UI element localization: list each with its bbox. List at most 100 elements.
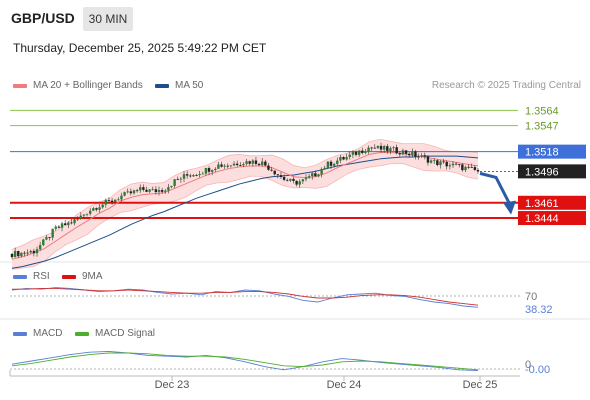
x-tick-label-dec25: Dec 25 [463, 379, 498, 391]
candle-body [70, 222, 73, 224]
candle-body [120, 195, 123, 200]
candle-body [95, 208, 98, 210]
candle-body [461, 164, 464, 171]
candle-body [217, 164, 220, 169]
candle-body [464, 166, 467, 171]
candle-body [35, 249, 39, 254]
candle-body [110, 200, 114, 202]
candle-body [248, 161, 251, 164]
candle-body [104, 200, 108, 205]
candle-body [401, 150, 405, 155]
candle-body [470, 166, 473, 168]
candle-body [139, 187, 142, 191]
candle-body [167, 187, 170, 191]
credit-text: Research © 2025 Trading Central [431, 80, 581, 91]
candle-body [60, 223, 64, 228]
candle-body [204, 168, 208, 174]
candle-body [226, 165, 229, 167]
macd-legend-swatch [13, 332, 27, 336]
candle-body [286, 179, 289, 181]
candle-body [160, 190, 164, 192]
level-box-1.3444 [518, 211, 586, 226]
candle-body [38, 245, 42, 250]
candle-body [232, 163, 236, 166]
rsi-ma-legend-swatch [62, 275, 76, 279]
candle-body [245, 161, 248, 165]
ma50-line [11, 155, 479, 269]
ma20-legend-label: MA 20 + Bollinger Bands [33, 80, 143, 91]
level-box-1.3518 [518, 144, 586, 159]
candle-body [23, 252, 26, 254]
candle-body [29, 250, 32, 253]
candle-body [445, 161, 448, 167]
rsi-legend-label: RSI [33, 271, 50, 282]
candle-body [373, 147, 376, 149]
last-price-box [518, 164, 586, 179]
macd-signal-legend-swatch [75, 332, 89, 336]
candle-body [176, 179, 179, 181]
candle-body [20, 252, 23, 257]
candle-body [426, 156, 430, 163]
forecast-arrow-shaft [479, 171, 512, 206]
level-box-1.3461 [518, 195, 586, 210]
candle-body [151, 189, 154, 191]
candle-body [251, 160, 255, 164]
candle-body [320, 169, 323, 175]
candle-body [54, 226, 57, 229]
candle-body [88, 210, 92, 214]
candle-body [239, 165, 242, 166]
candle-body [154, 189, 158, 192]
candle-body [254, 160, 258, 164]
candle-body [32, 250, 36, 254]
candle-body [142, 187, 145, 190]
candle-body [282, 177, 286, 180]
candle-body [182, 174, 186, 179]
candle-body [379, 145, 383, 150]
bollinger-upper [11, 138, 479, 250]
candle-body [48, 237, 51, 238]
candle-body [132, 190, 136, 194]
candle-body [117, 199, 120, 201]
candle-body [79, 215, 83, 219]
candle-body [411, 151, 414, 156]
candle-body [311, 173, 314, 177]
candle-body [192, 175, 195, 177]
candle-body [314, 173, 317, 177]
rsi-ma-legend-label: 9MA [82, 271, 103, 282]
candle-body [382, 146, 386, 150]
candle-body [395, 147, 398, 154]
candle-body [101, 204, 104, 208]
level-label-1.3564: 1.3564 [525, 105, 559, 117]
candle-body [92, 208, 95, 211]
candle-body [442, 161, 445, 163]
candle-body [173, 179, 176, 186]
chart-header: GBP/USD 30 MIN [0, 0, 590, 36]
rsi-last-value: 38.32 [525, 304, 553, 316]
rsi-tick-70: 70 [525, 291, 537, 303]
candle-body [82, 214, 86, 216]
candle-body [63, 223, 67, 226]
rsi-legend-swatch [13, 275, 27, 279]
candle-body [467, 166, 470, 168]
candle-body [123, 192, 126, 196]
macd-signal-line [11, 352, 479, 371]
level-label-1.3444: 1.3444 [525, 213, 559, 225]
candle-body [429, 160, 433, 163]
candle-body [292, 178, 295, 181]
candle-body [348, 154, 351, 157]
bollinger-band [12, 139, 478, 270]
candle-body [145, 189, 148, 192]
candle-body [473, 167, 477, 170]
candle-body [189, 175, 192, 177]
timeframe-button[interactable]: 30 MIN [83, 7, 133, 31]
candle-body [392, 147, 395, 149]
candle-body [326, 161, 330, 168]
candle-body [220, 164, 223, 167]
candle-body [76, 218, 79, 220]
candle-body [73, 219, 76, 224]
ma50-legend-swatch [155, 84, 169, 88]
candle-body [389, 148, 392, 151]
chart-datetime: Thursday, December 25, 2025 5:49:22 PM C… [13, 41, 267, 55]
candle-body [129, 191, 133, 194]
candle-body [229, 165, 233, 167]
